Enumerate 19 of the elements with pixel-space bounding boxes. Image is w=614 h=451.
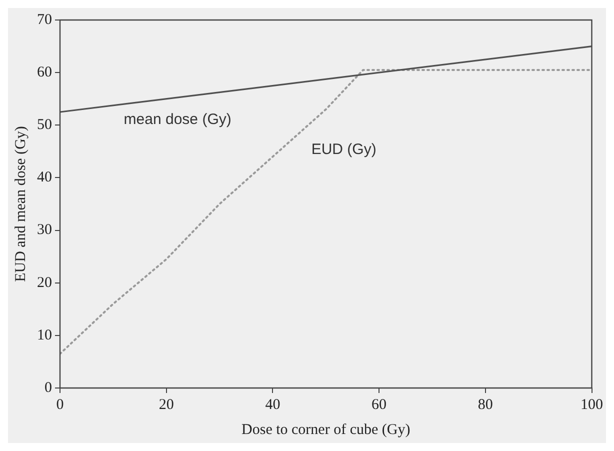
y-tick-label: 50 <box>37 117 52 134</box>
x-tick-label: 100 <box>580 396 603 413</box>
y-tick-label: 10 <box>37 327 52 344</box>
x-tick-label: 80 <box>478 396 493 413</box>
y-tick-label: 70 <box>37 12 52 28</box>
x-tick-label: 60 <box>372 396 387 413</box>
x-tick-label: 0 <box>56 396 64 413</box>
y-tick-label: 0 <box>44 380 52 396</box>
y-tick-label: 60 <box>37 64 52 81</box>
x-axis-title: Dose to corner of cube (Gy) <box>242 422 410 438</box>
y-axis-title: EUD and mean dose (Gy) <box>12 126 29 282</box>
series-label: mean dose (Gy) <box>124 110 232 128</box>
y-tick-label: 40 <box>37 170 52 186</box>
y-tick-label: 20 <box>37 274 52 291</box>
y-tick-label: 30 <box>37 222 52 238</box>
series-label: EUD (Gy) <box>311 140 376 158</box>
line-series <box>60 68 592 355</box>
x-tick-label: 40 <box>265 396 280 413</box>
x-tick-label: 20 <box>158 396 174 413</box>
